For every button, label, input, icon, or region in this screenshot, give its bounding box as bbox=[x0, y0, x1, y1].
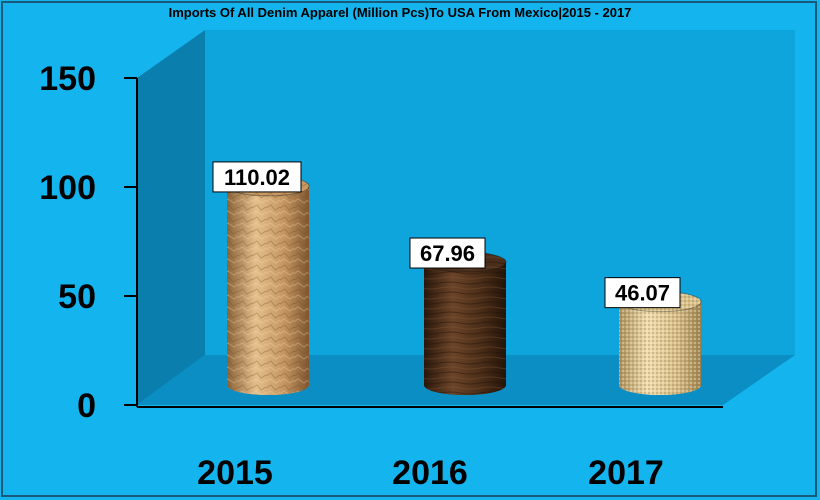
x-tick-label: 2015 bbox=[197, 454, 273, 492]
data-label-box bbox=[212, 161, 302, 193]
x-axis-ticks: 2015 2016 2017 bbox=[197, 454, 664, 492]
y-tick-label: 50 bbox=[58, 278, 96, 316]
x-tick-label: 2016 bbox=[392, 454, 468, 492]
bars: 110.02 67.96 46.07 bbox=[212, 161, 702, 395]
bar-2016: 67.96 bbox=[409, 237, 507, 395]
back-wall bbox=[205, 30, 795, 355]
y-tick-label: 150 bbox=[39, 60, 96, 98]
bar-2015: 110.02 bbox=[212, 161, 310, 395]
y-tick-label: 100 bbox=[39, 169, 96, 207]
bar-2017: 46.07 bbox=[604, 277, 702, 395]
x-tick-label: 2017 bbox=[588, 454, 664, 492]
y-axis-ticks: 0 50 100 150 bbox=[39, 60, 137, 425]
data-label: 67.96 bbox=[420, 241, 475, 266]
y-tick-label: 0 bbox=[77, 387, 96, 425]
data-label: 46.07 bbox=[615, 281, 670, 306]
bar-texture bbox=[424, 262, 506, 395]
chart-title: Imports Of All Denim Apparel (Million Pc… bbox=[169, 5, 632, 20]
data-label-box bbox=[604, 277, 681, 309]
bar-texture bbox=[619, 301, 701, 395]
data-label-box bbox=[409, 237, 486, 269]
bar-texture bbox=[227, 185, 309, 395]
side-wall bbox=[137, 30, 205, 405]
data-label: 110.02 bbox=[224, 165, 290, 190]
